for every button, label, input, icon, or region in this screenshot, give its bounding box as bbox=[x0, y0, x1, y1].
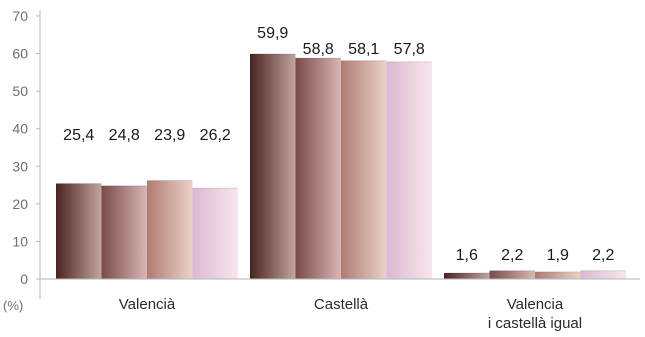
category-label: Valencia bbox=[507, 296, 564, 313]
y-tick-label: 0 bbox=[20, 271, 28, 287]
x-axis: Valencià Castellà Valencia i castellà igual bbox=[40, 278, 640, 332]
bar bbox=[56, 183, 102, 279]
bar bbox=[489, 270, 535, 279]
y-tick-label: 60 bbox=[12, 46, 28, 62]
y-tick-label: 70 bbox=[12, 8, 28, 24]
data-label: 1,9 bbox=[547, 247, 569, 264]
data-label: 1,6 bbox=[456, 247, 478, 264]
bar bbox=[101, 185, 147, 279]
bar bbox=[295, 58, 341, 279]
y-tick-label: 20 bbox=[12, 196, 28, 212]
bars bbox=[56, 53, 626, 280]
data-label: 2,2 bbox=[592, 247, 614, 264]
data-label: 2,2 bbox=[501, 247, 523, 264]
data-labels: 25,4 24,8 23,9 26,2 59,9 58,8 58,1 57,8 1,6 2,2 1,… bbox=[63, 25, 614, 264]
category-label: i castellà igual bbox=[488, 315, 582, 332]
y-tick-label: 30 bbox=[12, 158, 28, 174]
bar bbox=[250, 53, 296, 279]
bar bbox=[192, 188, 238, 279]
data-label: 25,4 bbox=[63, 127, 94, 144]
bar bbox=[580, 270, 626, 279]
data-label: 57,8 bbox=[394, 41, 425, 58]
y-axis-unit-label: (%) bbox=[3, 298, 23, 313]
category-label: Valencià bbox=[119, 296, 176, 313]
y-tick-label: 50 bbox=[12, 83, 28, 99]
y-tick-label: 40 bbox=[12, 121, 28, 137]
bar bbox=[535, 271, 581, 279]
data-label: 26,2 bbox=[200, 127, 231, 144]
data-label: 58,1 bbox=[348, 41, 379, 58]
data-label: 59,9 bbox=[257, 25, 288, 42]
bar bbox=[147, 180, 193, 279]
y-axis: 0 10 20 30 40 50 60 70 bbox=[12, 8, 41, 299]
data-label: 23,9 bbox=[154, 127, 185, 144]
data-label: 58,8 bbox=[303, 41, 334, 58]
bar bbox=[444, 272, 490, 279]
category-label: Castellà bbox=[314, 296, 369, 313]
data-label: 24,8 bbox=[109, 127, 140, 144]
bar bbox=[341, 60, 387, 280]
bar bbox=[386, 61, 432, 279]
y-tick-label: 10 bbox=[12, 233, 28, 249]
